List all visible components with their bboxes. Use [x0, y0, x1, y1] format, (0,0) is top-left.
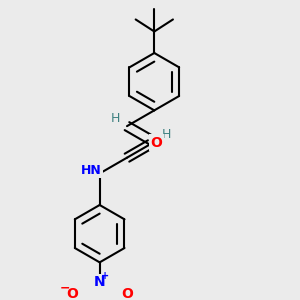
Text: O: O: [66, 287, 78, 300]
Text: O: O: [122, 287, 134, 300]
Text: −: −: [59, 282, 70, 295]
Text: H: H: [110, 112, 120, 125]
Text: N: N: [94, 275, 106, 290]
Text: H: H: [162, 128, 171, 141]
Text: +: +: [101, 271, 110, 281]
Text: HN: HN: [81, 164, 101, 177]
Text: O: O: [151, 136, 163, 150]
